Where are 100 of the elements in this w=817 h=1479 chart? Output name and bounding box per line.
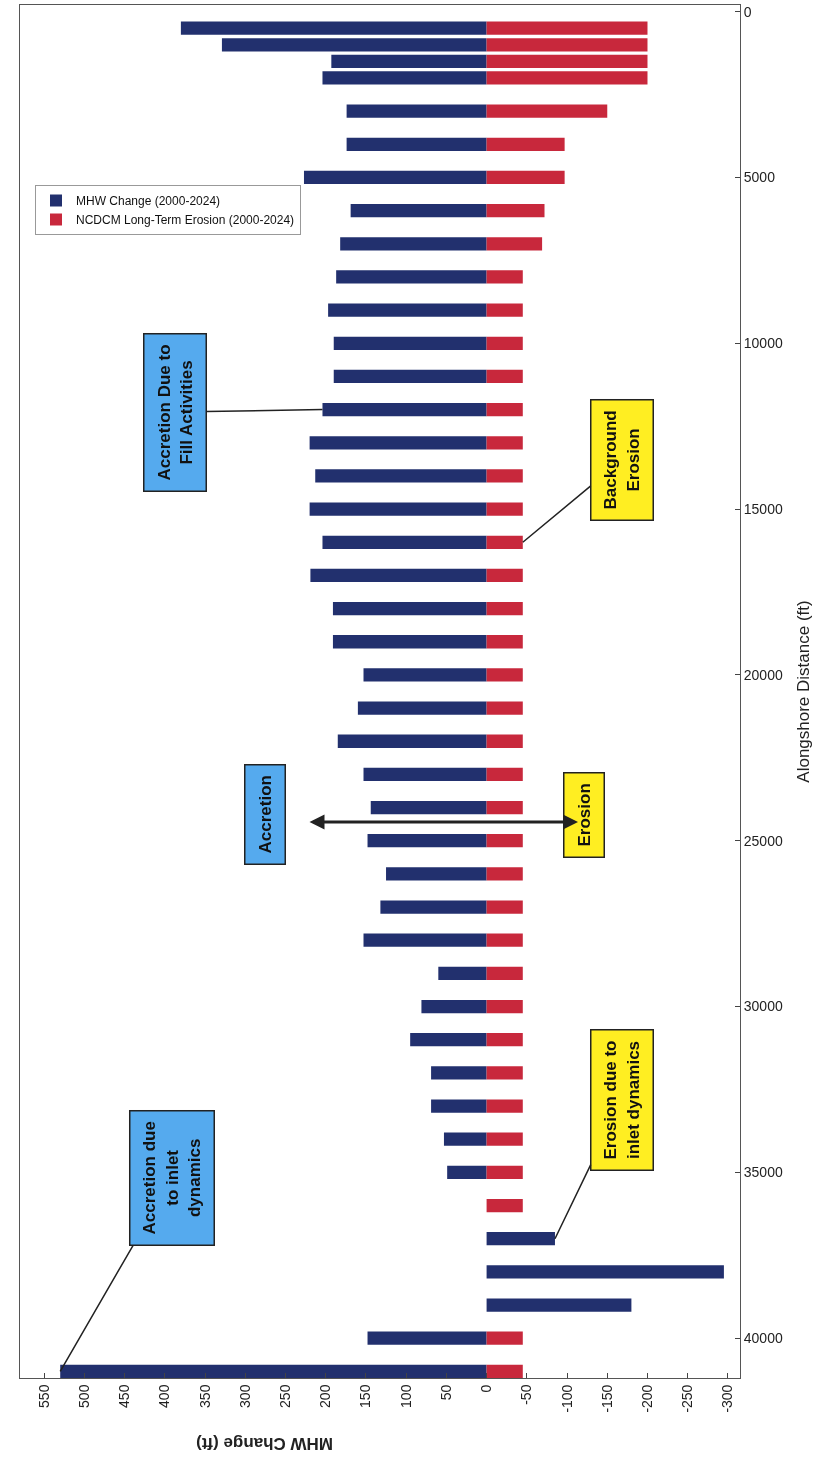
- bar: [332, 635, 487, 649]
- bar: [486, 203, 545, 218]
- bar: [363, 933, 487, 947]
- bar: [303, 170, 487, 185]
- bar: [333, 369, 487, 384]
- bar: [322, 535, 487, 549]
- y-axis-title: Alongshore Distance (ft): [794, 600, 814, 783]
- bar: [486, 170, 565, 185]
- bar: [486, 369, 523, 384]
- x-axis-title: MHW Change (ft): [196, 1434, 333, 1453]
- y-tick-label: 40000: [743, 1330, 783, 1347]
- bar: [180, 21, 487, 35]
- bar: [221, 38, 487, 52]
- bar: [486, 966, 523, 981]
- bar: [337, 734, 487, 748]
- bar: [486, 54, 648, 69]
- x-tick-label: -250: [679, 1384, 696, 1413]
- annotation: Erosion: [574, 783, 594, 847]
- x-tick-label: 400: [156, 1384, 173, 1408]
- bar: [486, 1265, 724, 1279]
- bar: [486, 1066, 523, 1080]
- x-tick-label: -150: [598, 1384, 615, 1413]
- bar: [486, 1331, 523, 1345]
- bar: [340, 237, 487, 251]
- bar: [486, 436, 523, 450]
- y-tick-label: 25000: [743, 832, 783, 849]
- bar: [333, 336, 487, 350]
- bar: [336, 270, 487, 284]
- x-tick-label: 450: [116, 1384, 133, 1408]
- bar: [486, 1132, 523, 1146]
- bar: [346, 104, 487, 118]
- annotation: Accretion due to inlet dynamics: [140, 1121, 204, 1235]
- x-tick-label: 100: [397, 1384, 414, 1408]
- bar: [486, 734, 523, 748]
- y-tick-label: 15000: [743, 501, 783, 517]
- y-tick-label: 5000: [743, 169, 776, 186]
- annotation: Accretion: [255, 775, 275, 854]
- x-tick-label: -300: [719, 1384, 736, 1413]
- bar: [328, 303, 487, 317]
- x-tick-label: 500: [75, 1384, 92, 1408]
- x-tick-label: 550: [35, 1384, 52, 1408]
- bar: [322, 402, 487, 417]
- bar: [438, 966, 487, 981]
- bar: [486, 767, 523, 782]
- bar: [486, 867, 523, 881]
- bar: [486, 535, 523, 549]
- bar: [486, 270, 523, 284]
- legend-label: MHW Change (2000-2024): [76, 194, 221, 209]
- bar: [357, 701, 487, 715]
- x-tick-label: -200: [639, 1384, 656, 1413]
- bar: [486, 635, 523, 649]
- x-tick-label: 350: [196, 1384, 213, 1408]
- bar: [310, 568, 487, 583]
- bar: [486, 469, 523, 483]
- bar: [367, 1331, 487, 1345]
- annotation: Accretion Due to Fill Activities: [154, 344, 196, 481]
- x-tick-label: 200: [317, 1384, 334, 1408]
- bar: [486, 1232, 555, 1246]
- bar: [350, 203, 487, 218]
- x-tick-label: 250: [277, 1384, 294, 1408]
- annotation: Background Erosion: [601, 410, 643, 510]
- y-tick-label: 35000: [743, 1164, 783, 1181]
- bar: [486, 336, 523, 350]
- bar: [331, 54, 487, 69]
- x-tick-label: -50: [518, 1384, 535, 1405]
- bar: [363, 767, 487, 782]
- bar: [486, 137, 565, 151]
- bar: [486, 834, 523, 848]
- bar: [421, 999, 487, 1014]
- bar: [486, 568, 523, 583]
- bar: [370, 800, 487, 815]
- bar: [60, 1364, 487, 1378]
- bar: [486, 71, 648, 85]
- bar: [363, 668, 487, 682]
- bar: [486, 21, 648, 35]
- bar: [443, 1132, 487, 1146]
- bar: [486, 104, 608, 118]
- bar: [486, 502, 523, 516]
- bar: [486, 402, 523, 417]
- bar: [386, 867, 487, 881]
- bar: [486, 1198, 523, 1213]
- x-tick-label: 300: [236, 1384, 253, 1408]
- bar: [322, 71, 487, 85]
- bar: [486, 900, 523, 914]
- bar: [309, 502, 487, 516]
- bar: [486, 38, 648, 52]
- y-tick-label: 10000: [743, 335, 783, 352]
- bar: [367, 834, 487, 848]
- bar: [486, 800, 523, 815]
- bar: [486, 933, 523, 947]
- annotation: Erosion due to inlet dynamics: [601, 1040, 643, 1160]
- bar: [346, 137, 487, 151]
- bar: [486, 1099, 523, 1113]
- x-tick-label: -100: [558, 1384, 575, 1413]
- bar: [315, 469, 487, 483]
- bar: [380, 900, 487, 914]
- bar: [486, 237, 543, 251]
- y-tick-label: 30000: [743, 998, 783, 1015]
- bar: [332, 601, 487, 616]
- legend-label: NCDCM Long-Term Erosion (2000-2024): [76, 213, 295, 228]
